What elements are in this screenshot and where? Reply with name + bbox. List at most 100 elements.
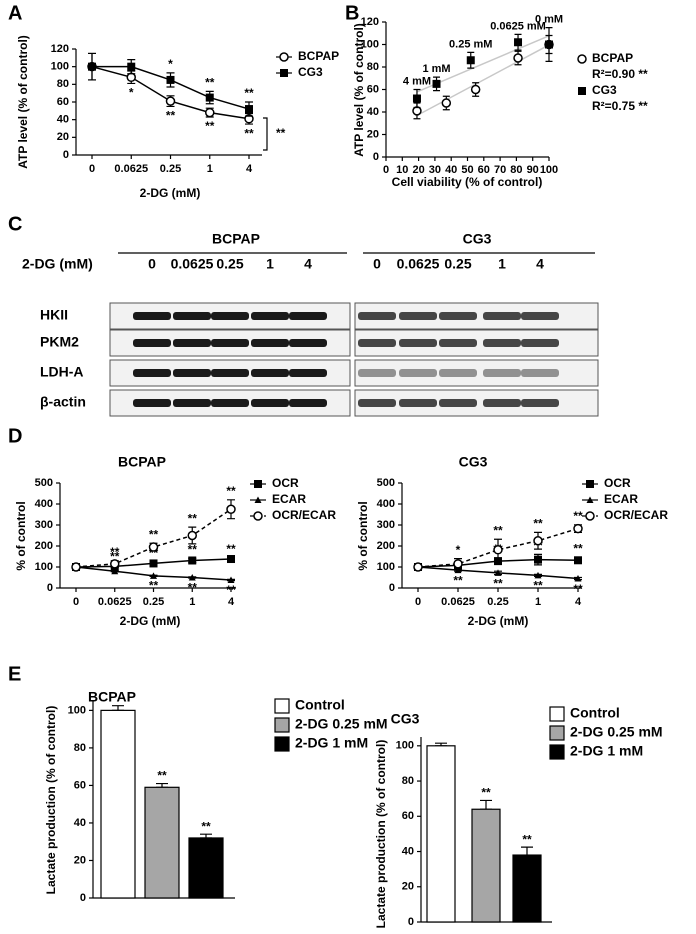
- marker: [413, 562, 423, 572]
- x-tick-label: 10: [396, 164, 408, 176]
- marker: [166, 75, 175, 84]
- marker: [493, 545, 503, 555]
- legend-label: OCR/ECAR: [272, 508, 336, 522]
- significance: **: [244, 86, 254, 100]
- marker: [227, 555, 235, 564]
- y-axis-label: Lactate production (% of control): [374, 740, 388, 929]
- bar: [471, 808, 501, 923]
- x-tick-label: 90: [527, 164, 539, 176]
- y-tick-label: 100: [35, 561, 53, 573]
- x-tick-label: 0: [383, 164, 389, 176]
- significance: **: [226, 484, 236, 498]
- y-tick-label: 0: [63, 149, 69, 161]
- band: [133, 399, 171, 407]
- marker: [126, 72, 136, 83]
- band: [521, 369, 559, 377]
- band: [358, 369, 396, 377]
- point-label: 4 mM: [403, 75, 431, 87]
- x-axis-label: 2-DG (mM): [140, 186, 201, 200]
- significance: *: [168, 57, 173, 71]
- legend-label: Control: [295, 697, 345, 713]
- significance: **: [110, 545, 120, 559]
- band: [358, 312, 396, 320]
- protein-label: β-actin: [40, 394, 86, 410]
- fit-label: R²=0.75 **: [592, 99, 648, 113]
- x-tick-label: 1: [207, 163, 213, 175]
- y-tick-label: 0: [80, 892, 86, 904]
- bar: [188, 837, 224, 899]
- y-tick-label: 120: [51, 43, 69, 55]
- y-tick-label: 60: [74, 779, 86, 791]
- band: [211, 339, 249, 347]
- lane-label: 0.0625: [397, 256, 440, 272]
- y-tick-label: 20: [74, 854, 86, 866]
- marker: [149, 559, 158, 568]
- group-title: CG3: [463, 231, 492, 247]
- panel-letter: A: [8, 2, 22, 24]
- significance: **: [573, 582, 583, 596]
- marker: [71, 562, 81, 572]
- y-tick-label: 40: [402, 845, 414, 857]
- x-tick-label: 20: [412, 164, 424, 176]
- marker: [205, 93, 214, 102]
- row-label: 2-DG (mM): [22, 256, 93, 272]
- band: [358, 399, 396, 407]
- y-tick-label: 60: [57, 96, 69, 108]
- band: [399, 369, 437, 377]
- error-bar: [112, 705, 124, 711]
- lane-label: 4: [536, 256, 544, 272]
- x-tick-label: 70: [494, 164, 506, 176]
- legend-swatch: [549, 725, 565, 741]
- x-tick-label: 30: [429, 164, 441, 176]
- band: [483, 399, 521, 407]
- y-tick-label: 100: [377, 561, 395, 573]
- marker: [188, 556, 197, 565]
- marker: [188, 574, 196, 581]
- marker: [205, 107, 215, 118]
- significance: *: [456, 543, 461, 557]
- marker: [585, 511, 595, 521]
- significance: **: [205, 76, 215, 90]
- blot-frame: [354, 359, 599, 387]
- legend-label: OCR: [272, 476, 299, 490]
- band: [358, 339, 396, 347]
- bracket: [263, 117, 268, 151]
- significance: *: [129, 86, 134, 100]
- legend-label: CG3: [592, 83, 617, 97]
- band: [211, 399, 249, 407]
- bracket-label: **: [276, 126, 286, 140]
- significance: **: [149, 546, 159, 560]
- marker: [494, 557, 502, 566]
- protein-label: HKII: [40, 307, 68, 323]
- band: [289, 312, 327, 320]
- y-tick-label: 200: [35, 540, 53, 552]
- marker: [574, 556, 582, 565]
- y-axis-label: % of control: [14, 501, 28, 570]
- y-tick-label: 20: [57, 131, 69, 143]
- legend-swatch: [274, 717, 290, 733]
- significance: **: [244, 126, 254, 140]
- y-tick-label: 100: [361, 38, 379, 50]
- y-tick-label: 500: [35, 477, 53, 489]
- band: [289, 369, 327, 377]
- y-tick-label: 80: [402, 775, 414, 787]
- marker: [280, 69, 288, 77]
- y-tick-label: 60: [402, 810, 414, 822]
- band: [251, 312, 289, 320]
- x-tick-label: 4: [246, 163, 253, 175]
- y-tick-label: 100: [396, 740, 414, 752]
- band: [439, 399, 477, 407]
- significance: **: [573, 509, 583, 523]
- band: [521, 312, 559, 320]
- marker: [494, 569, 502, 576]
- y-tick-label: 40: [367, 106, 379, 118]
- significance: **: [453, 573, 463, 587]
- x-tick-label: 100: [540, 164, 558, 176]
- band: [133, 312, 171, 320]
- legend-label: OCR: [604, 476, 631, 490]
- y-tick-label: 20: [367, 128, 379, 140]
- x-axis-label: 2-DG (mM): [468, 614, 529, 628]
- marker: [466, 56, 475, 65]
- y-axis-label: ATP level (% of control): [352, 23, 366, 157]
- chart-title: BCPAP: [88, 689, 136, 705]
